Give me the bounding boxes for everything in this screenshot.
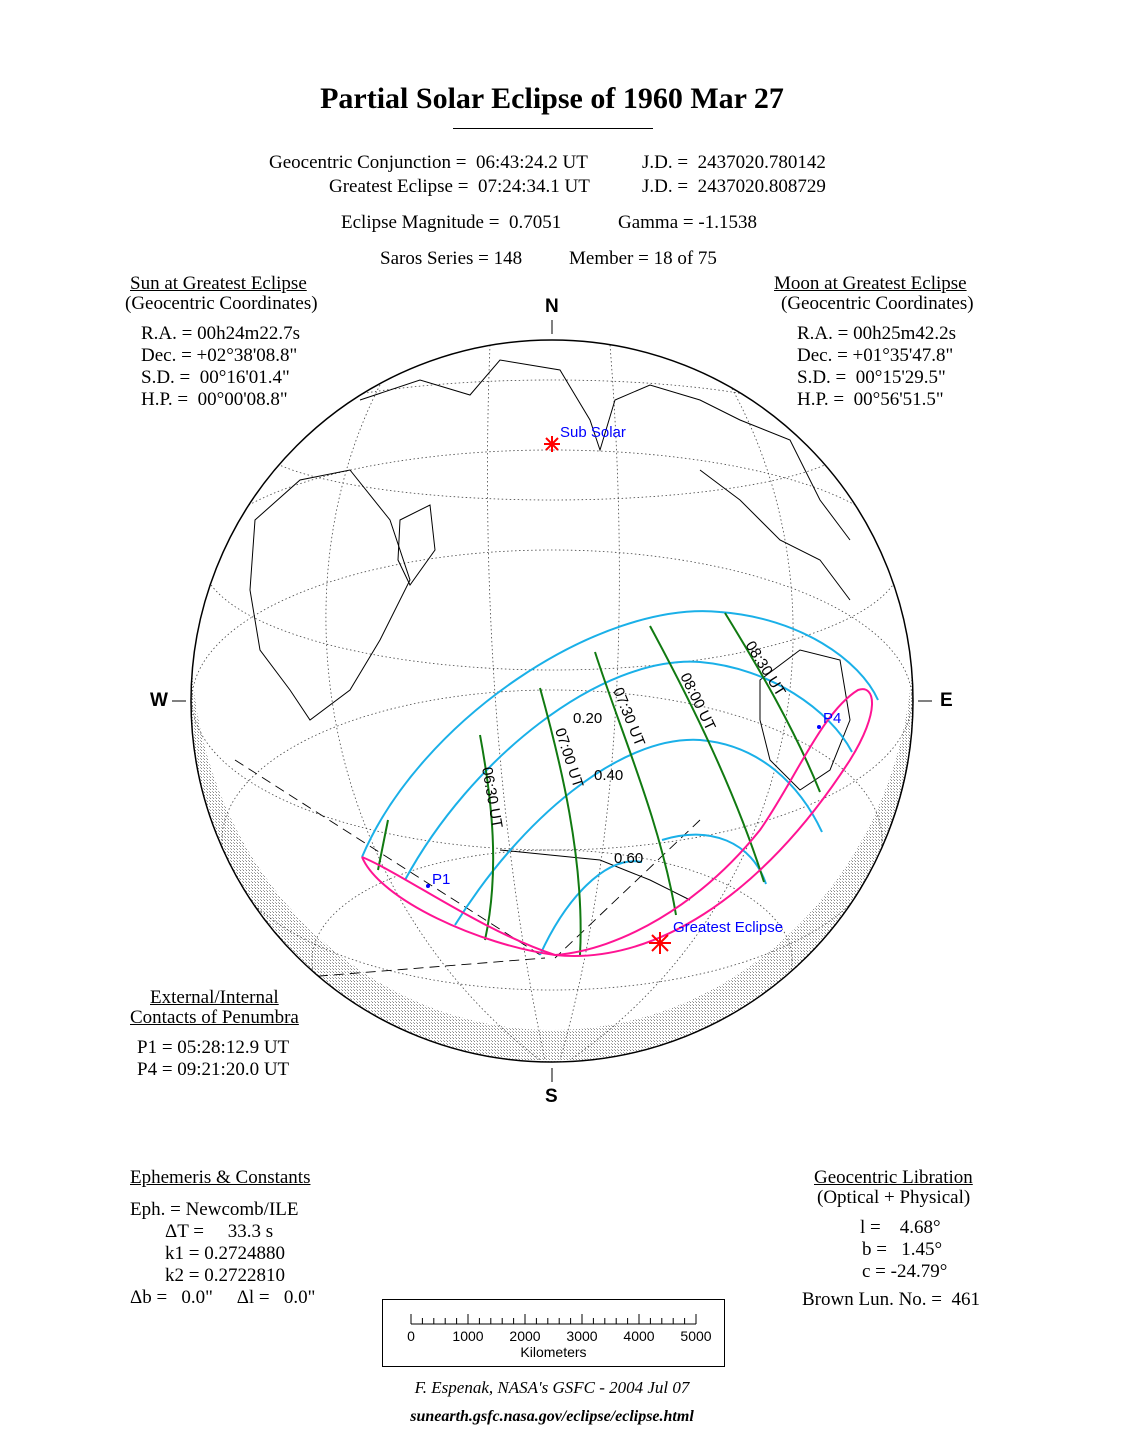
magnitude-curve-020 [404, 660, 853, 881]
east-label: E [940, 690, 953, 711]
saros-series: Saros Series = 148 [380, 248, 523, 269]
title-divider [453, 128, 653, 129]
p1-point [426, 884, 430, 888]
moon-hp: H.P. = 00°56'51.5" [797, 389, 944, 410]
direction-ticks [172, 320, 932, 1082]
moon-subheading: (Geocentric Coordinates) [781, 293, 974, 314]
sub-solar-label: Sub Solar [560, 424, 626, 441]
moon-dec: Dec. = +01°35'47.8" [797, 345, 954, 366]
greatest-eclipse-label: Greatest Eclipse [673, 919, 783, 936]
contacts-heading-2: Contacts of Penumbra [130, 1007, 299, 1028]
scale-tick-label: 1000 [452, 1328, 484, 1344]
distance-scale: 0 1000 2000 3000 4000 5000 Kilometers [382, 1299, 725, 1367]
time-curves [377, 612, 821, 956]
ephemeris-k2: k2 = 0.2722810 [165, 1265, 285, 1286]
sun-heading: Sun at Greatest Eclipse [130, 273, 307, 294]
moon-sd: S.D. = 00°15'29.5" [797, 367, 946, 388]
scale-tick-label: 2000 [509, 1328, 541, 1344]
south-label: S [545, 1086, 558, 1107]
time-curve-0830 [724, 612, 821, 793]
west-label: W [150, 690, 168, 711]
scale-tick-label: 3000 [566, 1328, 598, 1344]
libration-heading: Geocentric Libration [814, 1167, 973, 1188]
p4-label: P4 [823, 710, 841, 727]
libration-subheading: (Optical + Physical) [817, 1187, 971, 1208]
time-curve-0630 [479, 734, 495, 941]
greatest-eclipse-time: Greatest Eclipse = 07:24:34.1 UT [329, 176, 590, 197]
ephemeris-delta-b-l: Δb = 0.0" Δl = 0.0" [130, 1287, 316, 1308]
p4-point [817, 725, 821, 729]
time-curve-0700 [539, 687, 582, 956]
sun-sd: S.D. = 00°16'01.4" [141, 367, 290, 388]
scale-ticks [410, 1314, 697, 1325]
magnitude-label: 0.40 [594, 767, 623, 784]
libration-l: l = 4.68° [860, 1217, 941, 1238]
sun-ra: R.A. = 00h24m22.7s [141, 323, 301, 344]
libration-b: b = 1.45° [862, 1239, 943, 1260]
graticule [191, 344, 913, 1062]
magnitude-label: 0.60 [614, 850, 643, 867]
contact-p4: P4 = 09:21:20.0 UT [137, 1059, 290, 1080]
ephemeris-eph: Eph. = Newcomb/ILE [130, 1199, 299, 1220]
time-curve-0730 [594, 651, 677, 916]
conjunction-jd: J.D. = 2437020.780142 [642, 152, 826, 173]
moon-heading: Moon at Greatest Eclipse [774, 273, 967, 294]
gamma: Gamma = -1.1538 [618, 212, 757, 233]
p1-label: P1 [432, 871, 450, 888]
ephemeris-delta-t: ΔT = 33.3 s [165, 1221, 274, 1242]
globe-outline [190, 339, 914, 1063]
penumbra-axis-lines [234, 759, 701, 981]
sun-hp: H.P. = 00°00'08.8" [141, 389, 288, 410]
moon-ra: R.A. = 00h25m42.2s [797, 323, 957, 344]
magnitude-label: 0.20 [573, 710, 602, 727]
scale-tick-label: 0 [407, 1328, 415, 1344]
coastlines [249, 359, 851, 901]
time-curve-0800 [649, 625, 765, 883]
ephemeris-heading: Ephemeris & Constants [130, 1167, 311, 1188]
north-label: N [545, 296, 559, 317]
sub-solar-marker [544, 436, 560, 452]
page-title: Partial Solar Eclipse of 1960 Mar 27 [320, 82, 784, 115]
contacts-heading-1: External/Internal [150, 987, 279, 1008]
brown-lunation-number: Brown Lun. No. = 461 [802, 1289, 981, 1310]
libration-c: c = -24.79° [862, 1261, 948, 1282]
sun-subheading: (Geocentric Coordinates) [125, 293, 318, 314]
magnitude-curve-0 [361, 610, 879, 858]
scale-unit: Kilometers [520, 1344, 587, 1360]
saros-member: Member = 18 of 75 [569, 248, 717, 269]
eclipse-magnitude: Eclipse Magnitude = 0.7051 [341, 212, 562, 233]
day-side [191, 340, 913, 1030]
magnitude-curve-060 [539, 860, 643, 956]
conjunction-time: Geocentric Conjunction = 06:43:24.2 UT [269, 152, 588, 173]
scale-tick-label: 5000 [680, 1328, 712, 1344]
scale-tick-label: 4000 [623, 1328, 655, 1344]
scale-labels: 0 1000 2000 3000 4000 5000 [383, 1328, 724, 1346]
sun-dec: Dec. = +02°38'08.8" [141, 345, 298, 366]
contact-p1: P1 = 05:28:12.9 UT [137, 1037, 290, 1058]
credit: F. Espenak, NASA's GSFC - 2004 Jul 07 [414, 1378, 690, 1397]
source-url: sunearth.gsfc.nasa.gov/eclipse/eclipse.h… [410, 1408, 694, 1425]
greatest-eclipse-marker [649, 932, 671, 954]
greatest-eclipse-jd: J.D. = 2437020.808729 [642, 176, 826, 197]
penumbra-limits [361, 688, 873, 957]
ephemeris-k1: k1 = 0.2724880 [165, 1243, 285, 1264]
time-curve-0600 [377, 819, 389, 871]
